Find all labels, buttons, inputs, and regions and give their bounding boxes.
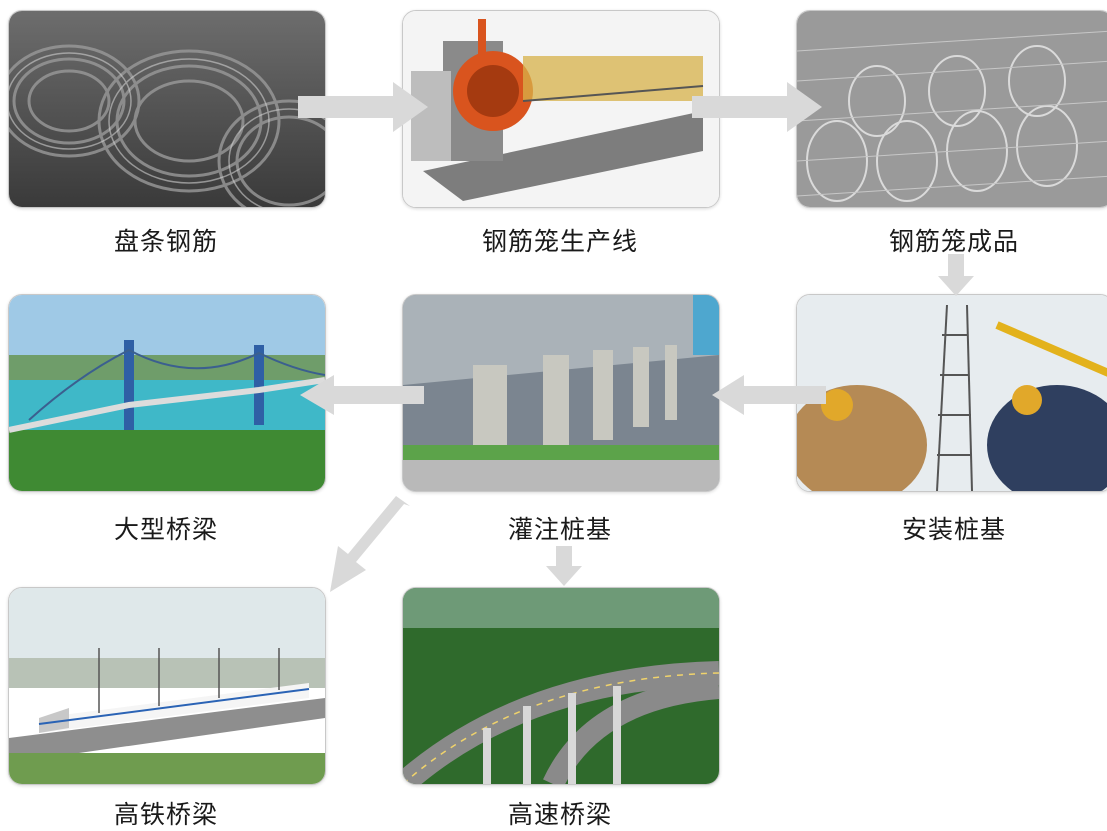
cage-line-caption: 钢筋笼生产线 xyxy=(481,227,638,256)
arrow-product-to-install-icon xyxy=(938,254,974,296)
finished-rebar-cage-photo xyxy=(796,10,1107,208)
arrow-cast-to-large-bridge-icon xyxy=(300,375,424,415)
high-speed-rail-bridge-photo xyxy=(8,587,326,785)
arrow-cast-to-highway-icon xyxy=(546,546,582,586)
highway-bridge-photo xyxy=(402,587,720,785)
large-bridge-caption: 大型桥梁 xyxy=(113,515,218,544)
hsr-bridge-caption: 高铁桥梁 xyxy=(113,800,218,829)
wire-rod-photo xyxy=(8,10,326,208)
install-pile-photo xyxy=(796,294,1107,492)
cage-production-line-photo xyxy=(402,10,720,208)
arrow-install-to-cast-icon xyxy=(712,375,826,415)
arrow-cast-to-hsr-icon xyxy=(326,496,410,592)
highway-bridge-caption: 高速桥梁 xyxy=(507,800,612,829)
install-pile-caption: 安装桩基 xyxy=(901,515,1006,544)
wire-rod-caption: 盘条钢筋 xyxy=(113,227,218,256)
large-bridge-photo xyxy=(8,294,326,492)
arrow-line-to-product-icon xyxy=(692,82,822,132)
cast-pile-photo xyxy=(402,294,720,492)
cast-pile-caption: 灌注桩基 xyxy=(507,515,612,544)
arrow-wire-to-line-icon xyxy=(298,82,428,132)
cage-product-caption: 钢筋笼成品 xyxy=(888,227,1019,256)
